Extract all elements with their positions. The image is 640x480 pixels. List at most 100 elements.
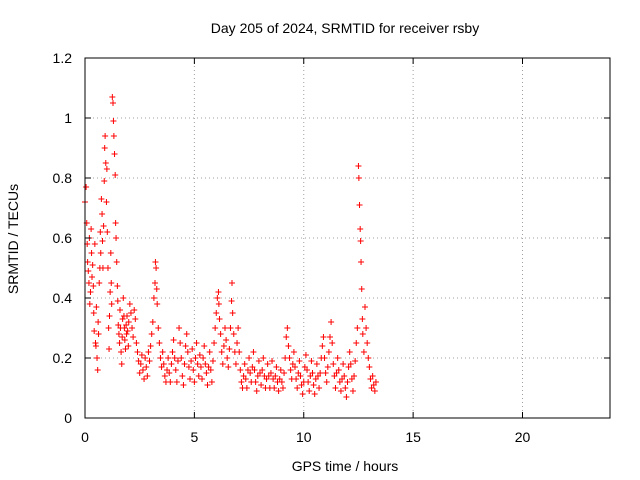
data-point [192,355,199,361]
data-point [228,298,235,304]
data-point [299,391,306,397]
data-point [142,355,149,361]
data-point [102,160,109,166]
data-point [351,373,358,379]
y-tick-labels: 0 0.2 0.4 0.6 0.8 1 1.2 [53,50,73,426]
data-point [93,304,100,310]
data-point [119,316,126,322]
data-point [284,325,291,331]
data-point [143,364,150,370]
data-point [247,370,254,376]
data-point [84,259,91,265]
data-point [219,361,226,367]
data-point [330,361,337,367]
data-point [91,328,98,334]
data-point [211,340,218,346]
data-point [197,364,204,370]
data-point [236,349,243,355]
data-point [181,361,188,367]
data-point [152,259,159,265]
data-point [190,367,197,373]
data-point [148,331,155,337]
data-point [267,370,274,376]
data-point [310,382,317,388]
data-point [355,163,362,169]
data-point [316,385,323,391]
data-point [132,316,139,322]
y-tick-label: 0 [64,410,72,426]
data-point [127,310,134,316]
data-point [130,334,137,340]
data-point [334,355,341,361]
data-point [99,238,106,244]
data-point [112,172,119,178]
data-point [144,373,151,379]
data-point [100,223,107,229]
data-point [250,349,257,355]
data-point [323,379,330,385]
data-point [149,319,156,325]
chart-title: Day 205 of 2024, SRMTID for receiver rsb… [211,20,479,36]
data-point [364,340,371,346]
data-point [329,340,336,346]
data-point [87,289,94,295]
data-point [357,226,364,232]
data-point [319,343,326,349]
data-point [183,331,190,337]
data-point [188,358,195,364]
data-point [88,250,95,256]
data-point [157,355,164,361]
y-tick-label: 1 [64,110,72,126]
data-point [251,367,258,373]
data-point [302,352,309,358]
data-point [346,349,353,355]
data-point [349,388,356,394]
data-point [195,373,202,379]
data-point [125,343,132,349]
data-point [90,283,97,289]
data-point [104,265,111,271]
data-point [171,355,178,361]
y-axis-label: SRMTID / TECUs [5,184,21,294]
data-point [246,355,253,361]
data-point [173,379,180,385]
data-point [133,340,140,346]
data-point [117,307,123,313]
data-point [212,325,219,331]
data-point [328,319,335,325]
data-point [218,349,225,355]
data-point [372,379,379,385]
data-point [89,262,96,268]
data-point [114,283,121,289]
data-point [213,310,220,316]
data-point [110,133,117,139]
data-point [356,202,363,208]
data-point [92,343,99,349]
data-point [104,229,111,235]
data-point [147,343,154,349]
data-point [107,289,114,295]
data-point [365,355,372,361]
data-point [278,379,285,385]
data-point [180,382,187,388]
data-point [335,367,342,373]
data-point [86,301,93,307]
data-point [215,301,222,307]
data-point [106,346,113,352]
data-point [321,355,328,361]
data-point [297,373,304,379]
data-point [238,379,245,385]
data-point [118,349,125,355]
data-point [271,385,278,391]
data-point [107,250,114,256]
data-point [309,370,316,376]
x-tick-label: 10 [296,429,312,445]
data-point [108,280,115,286]
data-point [260,355,267,361]
data-point [123,322,130,328]
data-point [134,349,141,355]
data-point [200,355,207,361]
data-point [223,337,230,343]
data-point [337,388,344,394]
